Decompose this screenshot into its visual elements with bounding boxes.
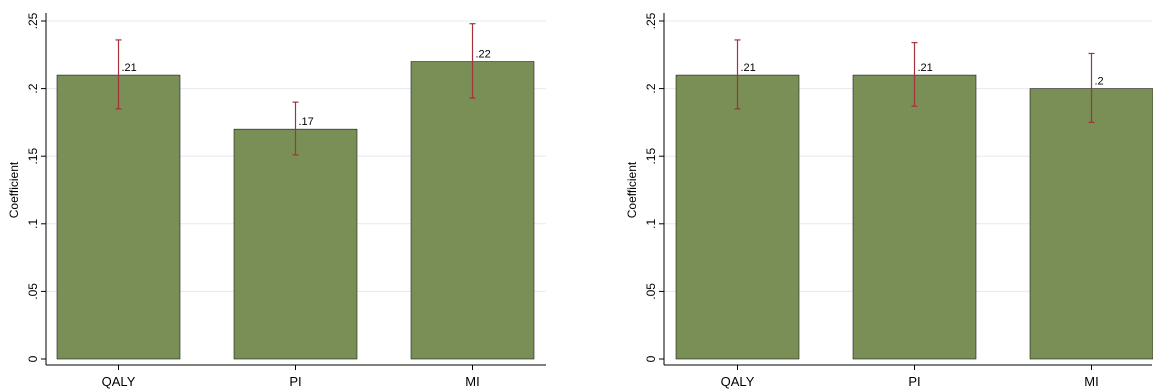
value-label-right-2: .2 (1095, 76, 1104, 88)
y-tick-label-right-2: .1 (644, 218, 658, 228)
y-tick-label-left-3: .15 (26, 148, 40, 165)
value-label-left-2: .22 (476, 49, 491, 61)
y-tick-label-right-3: .15 (644, 148, 658, 165)
bar-right-qaly[interactable] (675, 74, 800, 360)
bar-left-qaly[interactable] (56, 74, 181, 360)
y-axis-label-left: Coefficient (7, 161, 21, 218)
y-tick-label-left-0: 0 (26, 355, 40, 362)
x-tick-label-right-pi: PI (908, 374, 920, 389)
y-tick-label-right-0: 0 (644, 355, 658, 362)
bar-right-pi[interactable] (852, 74, 977, 360)
x-tick-label-right-qaly: QALY (721, 374, 755, 389)
y-tick-label-right-5: .25 (644, 12, 658, 29)
y-tick-label-right-4: .2 (644, 83, 658, 93)
y-tick-label-left-2: .1 (26, 218, 40, 228)
x-tick-label-left-pi: PI (289, 374, 301, 389)
bar-right-mi[interactable] (1029, 88, 1153, 360)
y-tick-label-right-1: .05 (644, 283, 658, 300)
value-label-right-1: .21 (918, 62, 933, 74)
x-tick-label-right-mi: MI (1084, 374, 1098, 389)
bar-left-pi[interactable] (233, 128, 358, 360)
y-tick-label-left-1: .05 (26, 283, 40, 300)
value-label-left-0: .21 (122, 62, 137, 74)
x-tick-label-left-mi: MI (465, 374, 479, 389)
x-tick-label-left-qaly: QALY (102, 374, 136, 389)
y-axis-label-right: Coefficient (625, 161, 639, 218)
y-tick-label-left-5: .25 (26, 12, 40, 29)
value-label-right-0: .21 (741, 62, 756, 74)
y-tick-label-left-4: .2 (26, 83, 40, 93)
bar-left-mi[interactable] (410, 61, 535, 360)
value-label-left-1: .17 (299, 116, 314, 128)
